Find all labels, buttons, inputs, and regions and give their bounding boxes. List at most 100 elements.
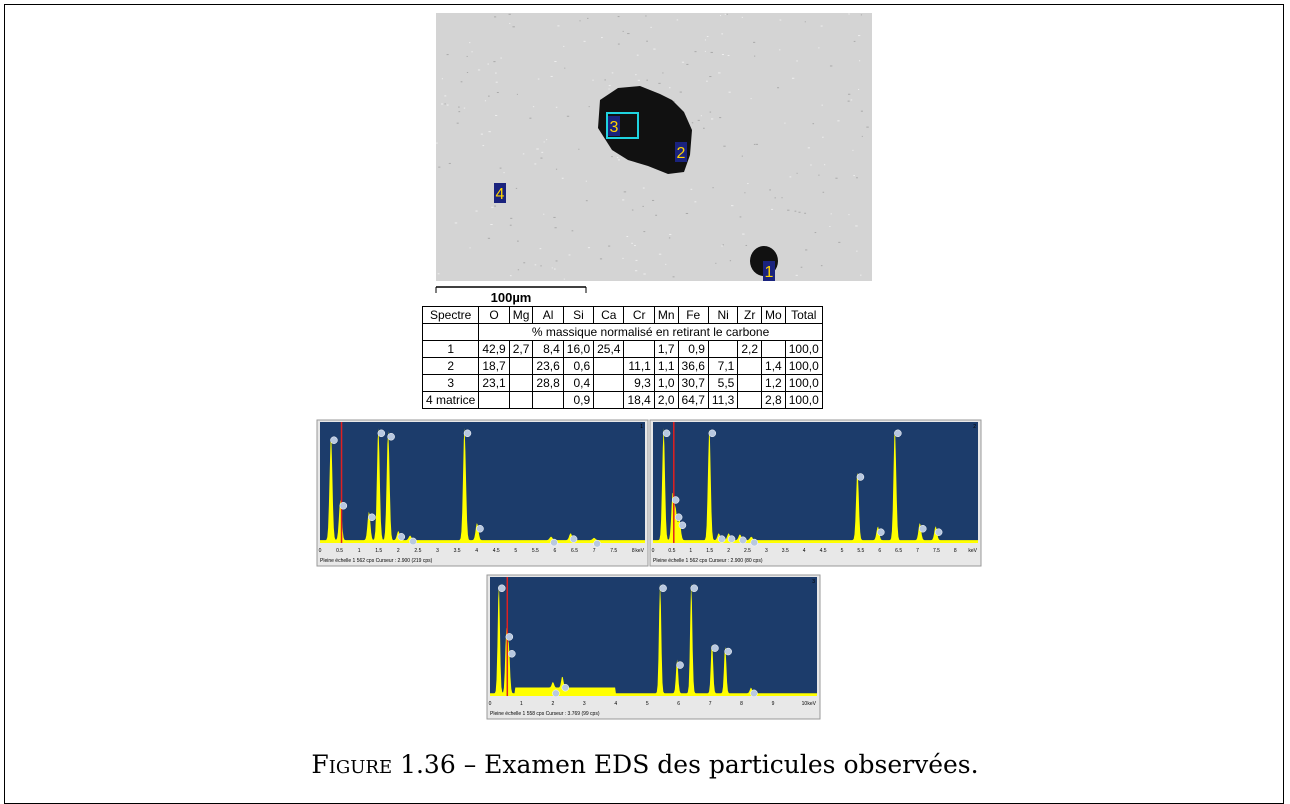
table-cell: 30,7 (677, 374, 709, 392)
element-marker (508, 650, 516, 658)
sem-speck (710, 118, 714, 120)
sem-speck (536, 148, 539, 150)
sem-speck (444, 95, 447, 97)
sem-speck (720, 15, 722, 17)
table-row: % massique normalisé en retirant le carb… (421, 323, 823, 341)
sem-speck (731, 205, 734, 207)
sem-speck (448, 162, 451, 164)
sem-speck (631, 242, 633, 244)
table-cell: 4 matrice (421, 391, 480, 409)
sem-speck (537, 78, 540, 80)
sem-speck (858, 35, 861, 37)
element-marker (856, 473, 865, 481)
axis-tick: 2 (727, 548, 730, 554)
sem-speck (818, 174, 820, 176)
sem-speck (515, 187, 518, 189)
sem-speck (635, 74, 637, 76)
sem-speck (814, 232, 817, 234)
sem-speck (592, 79, 594, 81)
table-cell: 9,3 (623, 374, 655, 392)
sem-speck (617, 16, 620, 18)
sem-speck (554, 227, 557, 229)
sem-speck (608, 85, 611, 87)
table-cell (532, 391, 564, 409)
table-cell: 18,4 (623, 391, 655, 409)
sem-speck (587, 247, 591, 249)
sem-speck (627, 33, 630, 35)
sem-speck (755, 143, 759, 145)
sem-speck (608, 245, 611, 247)
table-cell: 0,4 (562, 374, 595, 392)
sem-speck (579, 20, 581, 22)
sem-speck (779, 49, 781, 51)
axis-tick: 5 (646, 701, 649, 707)
sem-speck (516, 93, 518, 95)
sem-speck (668, 237, 671, 239)
sem-speck (822, 136, 824, 138)
axis-tick: 4 (803, 548, 806, 554)
sem-speck (599, 258, 603, 260)
axis-tick: 0 (652, 548, 655, 554)
sem-speck (838, 241, 841, 243)
sem-speck (510, 217, 513, 219)
sem-speck (728, 91, 731, 93)
sem-speck (771, 208, 774, 210)
sem-speck (617, 159, 620, 161)
table-cell: Mg (508, 306, 534, 324)
sem-speck (658, 82, 661, 84)
sem-speck (635, 259, 638, 261)
table-cell: 100,0 (784, 357, 823, 375)
axis-tick: 6 (677, 701, 680, 707)
sem-speck (856, 177, 858, 179)
sem-speck (784, 122, 786, 124)
table-cell: 1 (421, 340, 480, 358)
sem-speck (789, 176, 792, 178)
sem-speck (769, 189, 771, 191)
axis-tick: 4 (614, 701, 617, 707)
sem-speck (706, 80, 708, 82)
sem-speck (712, 187, 714, 189)
axis-tick: 8 (954, 548, 957, 554)
sem-speck (723, 145, 726, 147)
element-marker (671, 496, 680, 504)
sem-speck (829, 65, 833, 67)
table-cell: 25,4 (593, 340, 625, 358)
sem-speck (509, 224, 512, 226)
sem-label: 1 (765, 264, 774, 281)
spectrum-number: 2 (973, 424, 976, 430)
label-box (608, 116, 620, 136)
sem-speck (463, 107, 466, 109)
sem-speck (587, 17, 589, 19)
sem-speck (509, 22, 511, 24)
table-cell: 11,1 (623, 357, 655, 375)
sem-speck (634, 245, 636, 247)
sem-speck (637, 79, 640, 81)
sem-speck (812, 123, 815, 125)
sem-speck (623, 191, 627, 193)
sem-speck (787, 209, 790, 211)
sem-speck (534, 264, 537, 266)
sem-speck (643, 231, 646, 233)
sem-speck (512, 26, 515, 28)
sem-speck (745, 244, 748, 246)
table-cell: 2,0 (653, 391, 679, 409)
sem-speck (496, 92, 499, 94)
table-row: Spectre O Mg Al Si Ca Cr Mn Fe Ni Zr Mo Total (421, 306, 823, 324)
sem-speck (490, 223, 493, 225)
table-cell: 2,8 (761, 391, 786, 409)
axis-tick: 3 (765, 548, 768, 554)
sem-speck (522, 153, 525, 155)
axis-tick: 10 (802, 701, 808, 707)
element-marker (750, 538, 759, 547)
sem-speck (710, 51, 713, 53)
table-cell: 11,3 (707, 391, 739, 409)
element-marker (368, 513, 376, 521)
sem-speck (441, 103, 444, 105)
sem-speck (853, 175, 855, 177)
sem-speck (754, 55, 756, 57)
axis-tick: 5.5 (857, 548, 864, 554)
sem-speck (679, 91, 682, 93)
sem-speck (634, 270, 638, 272)
sem-speck (585, 200, 588, 202)
sem-speck (534, 163, 537, 165)
